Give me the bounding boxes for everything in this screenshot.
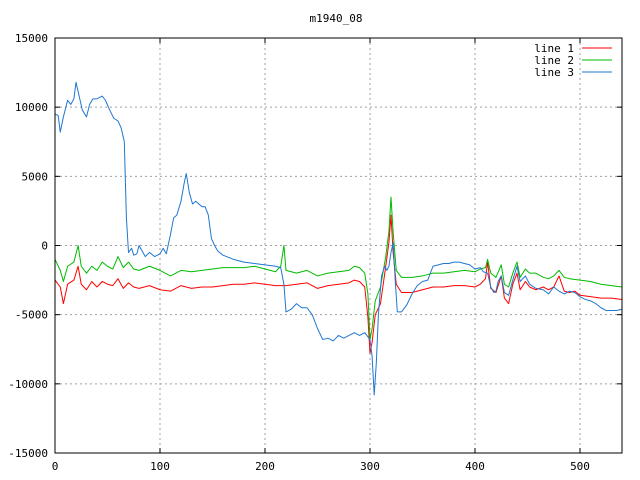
series-group [54, 81, 623, 396]
axes: 0 100 200 300 400 500 -15000 -10000 -5000 0 5000 10… [8, 32, 622, 473]
chart-title: m1940_08 [310, 12, 363, 25]
grid [55, 38, 622, 453]
legend-label: line 1 [534, 42, 574, 55]
x-tick-label: 300 [360, 460, 380, 473]
series-line-1 [54, 214, 623, 354]
x-tick-label: 400 [465, 460, 485, 473]
y-tick-label: 5000 [22, 170, 49, 183]
y-tick-label: -10000 [8, 378, 48, 391]
y-tick-label: 15000 [15, 32, 48, 45]
y-tick-label: 10000 [15, 101, 48, 114]
x-tick-label: 0 [52, 460, 59, 473]
legend-label: line 2 [534, 54, 574, 67]
x-tick-label: 200 [255, 460, 275, 473]
x-tick-label: 100 [150, 460, 170, 473]
series-line-2 [54, 196, 623, 341]
x-tick-label: 500 [570, 460, 590, 473]
y-tick-label: -15000 [8, 447, 48, 460]
y-tick-label: -5000 [15, 309, 48, 322]
y-tick-label: 0 [41, 240, 48, 253]
legend-label: line 3 [534, 66, 574, 79]
series-line-3 [54, 81, 623, 396]
